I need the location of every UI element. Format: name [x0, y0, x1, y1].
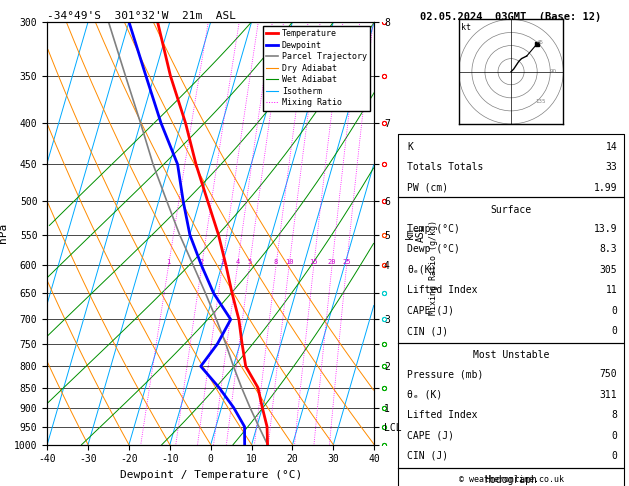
Text: 15: 15 [309, 260, 318, 265]
Text: 10: 10 [285, 260, 293, 265]
Text: 3: 3 [220, 260, 225, 265]
Text: 90: 90 [549, 69, 557, 74]
Text: Lifted Index: Lifted Index [408, 285, 478, 295]
Text: 13.9: 13.9 [594, 224, 617, 234]
Text: CIN (J): CIN (J) [408, 326, 448, 336]
Text: 25: 25 [342, 260, 351, 265]
Text: 750: 750 [599, 369, 617, 379]
Text: 14: 14 [606, 142, 617, 152]
Text: Lifted Index: Lifted Index [408, 410, 478, 420]
Text: kt: kt [461, 22, 471, 32]
Text: 02.05.2024  03GMT  (Base: 12): 02.05.2024 03GMT (Base: 12) [420, 12, 602, 22]
Text: © weatheronline.co.uk: © weatheronline.co.uk [459, 474, 564, 484]
Text: 1: 1 [167, 260, 170, 265]
Text: 8: 8 [611, 410, 617, 420]
X-axis label: Dewpoint / Temperature (°C): Dewpoint / Temperature (°C) [120, 470, 302, 480]
Text: Pressure (mb): Pressure (mb) [408, 369, 484, 379]
Text: 5: 5 [247, 260, 252, 265]
Text: 1.99: 1.99 [594, 183, 617, 193]
Text: Dewp (°C): Dewp (°C) [408, 244, 460, 254]
Text: Most Unstable: Most Unstable [473, 350, 549, 360]
Text: K: K [408, 142, 413, 152]
Text: CIN (J): CIN (J) [408, 451, 448, 461]
Text: 8.3: 8.3 [599, 244, 617, 254]
Text: PW (cm): PW (cm) [408, 183, 448, 193]
Text: 20: 20 [328, 260, 337, 265]
Text: 135: 135 [535, 99, 546, 104]
Text: 45: 45 [537, 40, 544, 45]
Text: Hodograph: Hodograph [484, 475, 538, 485]
Text: 0: 0 [611, 451, 617, 461]
Text: 8: 8 [274, 260, 278, 265]
Text: 11: 11 [606, 285, 617, 295]
Text: 0: 0 [611, 431, 617, 440]
Text: CAPE (J): CAPE (J) [408, 306, 454, 315]
Text: Temp (°C): Temp (°C) [408, 224, 460, 234]
Text: Surface: Surface [491, 205, 532, 214]
Text: 311: 311 [599, 390, 617, 399]
Text: 0: 0 [611, 326, 617, 336]
Text: -34°49'S  301°32'W  21m  ASL: -34°49'S 301°32'W 21m ASL [47, 11, 236, 21]
Y-axis label: hPa: hPa [0, 223, 8, 243]
Legend: Temperature, Dewpoint, Parcel Trajectory, Dry Adiabat, Wet Adiabat, Isotherm, Mi: Temperature, Dewpoint, Parcel Trajectory… [262, 26, 370, 111]
Text: 33: 33 [606, 162, 617, 173]
Text: 2: 2 [199, 260, 204, 265]
Text: θₑ(K): θₑ(K) [408, 265, 437, 275]
Text: 4: 4 [235, 260, 240, 265]
Text: Totals Totals: Totals Totals [408, 162, 484, 173]
Text: CAPE (J): CAPE (J) [408, 431, 454, 440]
Text: θₑ (K): θₑ (K) [408, 390, 443, 399]
Y-axis label: km
ASL: km ASL [404, 225, 426, 242]
Text: Mixing Ratio (g/kg): Mixing Ratio (g/kg) [428, 220, 438, 314]
Text: 0: 0 [611, 306, 617, 315]
Text: 305: 305 [599, 265, 617, 275]
